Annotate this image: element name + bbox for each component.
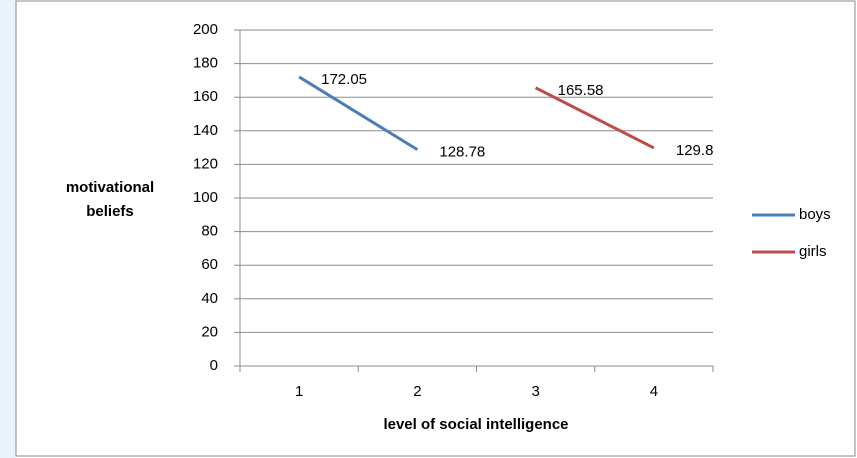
y-tick-label: 20 — [201, 323, 218, 340]
data-label: 128.78 — [439, 144, 485, 161]
y-tick-label: 100 — [193, 189, 218, 206]
y-tick-label: 120 — [193, 155, 218, 172]
y-tick-label: 200 — [193, 21, 218, 38]
x-tick-label: 2 — [413, 383, 421, 400]
legend-label: boys — [799, 206, 831, 223]
y-tick-label: 40 — [201, 290, 218, 307]
x-axis-label: level of social intelligence — [383, 416, 568, 433]
y-tick-label: 180 — [193, 55, 218, 72]
y-tick-label: 0 — [210, 357, 218, 374]
y-tick-label: 60 — [201, 256, 218, 273]
chart-frame — [15, 0, 856, 457]
series-line — [534, 86, 655, 150]
background-strip — [0, 0, 16, 458]
legend-label: girls — [799, 243, 827, 260]
y-axis-label: motivational beliefs — [65, 179, 155, 220]
data-label: 172.05 — [321, 71, 367, 88]
y-tick-label: 140 — [193, 122, 218, 139]
y-tick-label: 80 — [201, 223, 218, 240]
y-tick-label: 160 — [193, 88, 218, 105]
data-label: 165.58 — [558, 82, 604, 99]
series-line — [298, 75, 419, 151]
x-tick-label: 4 — [650, 383, 658, 400]
x-tick-label: 1 — [295, 383, 303, 400]
x-tick-label: 3 — [531, 383, 539, 400]
data-label: 129.8 — [676, 142, 714, 159]
